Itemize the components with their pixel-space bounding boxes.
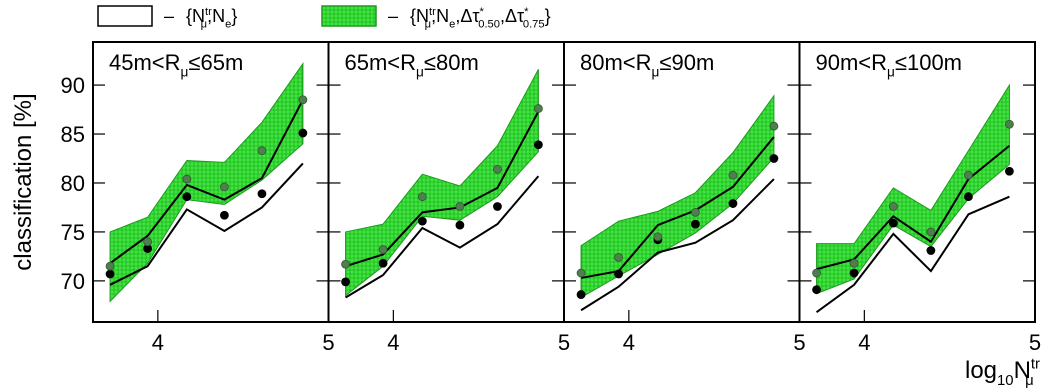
legend-swatch: [321, 5, 377, 27]
data-point: [143, 237, 153, 247]
data-point: [614, 252, 624, 262]
data-point: [220, 210, 229, 220]
data-point: [769, 121, 779, 131]
x-tick-label: 5: [1029, 330, 1041, 355]
panel-title: 80m<Rμ​≤90m: [580, 50, 714, 80]
y-tick-label: 85: [61, 122, 85, 147]
data-point: [1005, 119, 1014, 129]
data-point: [691, 207, 700, 217]
data-point: [493, 202, 502, 211]
band-fill: [816, 83, 1010, 295]
band-upper-line: [345, 111, 540, 268]
legend-dash: –: [388, 6, 398, 26]
panel-title: 45m<Rμ​≤65m: [109, 50, 243, 80]
data-point: [926, 246, 936, 255]
band-upper-line: [816, 145, 1011, 271]
legend-label: {Ntr​μ​,Ne​}: [186, 6, 237, 31]
y-tick-label: 80: [61, 171, 85, 196]
data-point: [653, 232, 663, 242]
band-fill: [580, 94, 775, 299]
data-point: [220, 182, 229, 192]
band-lower-line: [345, 175, 540, 299]
data-point: [888, 202, 898, 211]
legend-swatch: [97, 5, 153, 27]
data-point: [812, 268, 821, 278]
data-point: [341, 259, 350, 269]
data-point: [417, 192, 427, 202]
band-lower-line: [580, 178, 775, 312]
band-fill: [345, 69, 539, 297]
x-tick-label: 5: [558, 330, 570, 355]
data-point: [614, 269, 624, 279]
x-tick-label: 4: [858, 330, 870, 355]
data-point: [493, 164, 502, 174]
data-point: [728, 199, 738, 208]
data-point: [964, 170, 973, 180]
data-point: [417, 216, 427, 226]
y-tick-label: 75: [61, 220, 85, 245]
y-tick-label: 90: [61, 73, 85, 98]
band-lower-line: [109, 162, 304, 286]
band-upper-line: [109, 99, 304, 265]
data-point: [576, 268, 586, 278]
data-point: [298, 128, 308, 138]
data-point: [257, 189, 267, 199]
data-point: [964, 192, 973, 202]
panel-frame: [798, 41, 1036, 323]
data-point: [812, 285, 821, 295]
data-point: [576, 290, 586, 299]
x-axis-label: log10​Ntr​μ​: [965, 356, 1040, 389]
panel-title: 65m<Rμ​≤80m: [345, 50, 479, 80]
y-axis-label: classification [%]: [10, 93, 37, 270]
data-point: [378, 245, 388, 254]
legend-label: {Ntr​μ​,Ne​,Δτ*​0.50​,Δτ*​0.75​}: [410, 6, 551, 31]
data-point: [378, 258, 388, 268]
x-tick-label: 4: [152, 330, 164, 355]
data-point: [257, 146, 267, 156]
data-point: [849, 258, 859, 268]
x-tick-label: 4: [387, 330, 399, 355]
panel-title: 90m<Rμ​≤100m: [816, 50, 963, 80]
data-point: [534, 140, 543, 150]
data-point: [691, 219, 700, 229]
data-point: [298, 95, 308, 105]
band-lower-line: [815, 195, 1010, 314]
data-point: [455, 202, 465, 211]
data-point: [182, 174, 192, 184]
data-point: [888, 218, 898, 228]
data-point: [849, 268, 859, 278]
band-fill: [109, 61, 304, 303]
data-point: [926, 227, 936, 237]
data-point: [341, 277, 350, 287]
data-point: [105, 269, 115, 279]
data-point: [1005, 166, 1014, 176]
data-point: [105, 261, 115, 271]
data-point: [455, 220, 465, 230]
x-tick-label: 5: [793, 330, 805, 355]
data-point: [182, 192, 192, 202]
data-point: [728, 170, 738, 180]
band-upper-line: [580, 136, 775, 279]
data-point: [534, 104, 543, 113]
x-tick-label: 4: [623, 330, 635, 355]
data-point: [769, 154, 779, 163]
x-tick-label: 5: [322, 330, 334, 355]
y-tick-label: 70: [61, 269, 85, 294]
legend-dash: –: [164, 6, 174, 26]
